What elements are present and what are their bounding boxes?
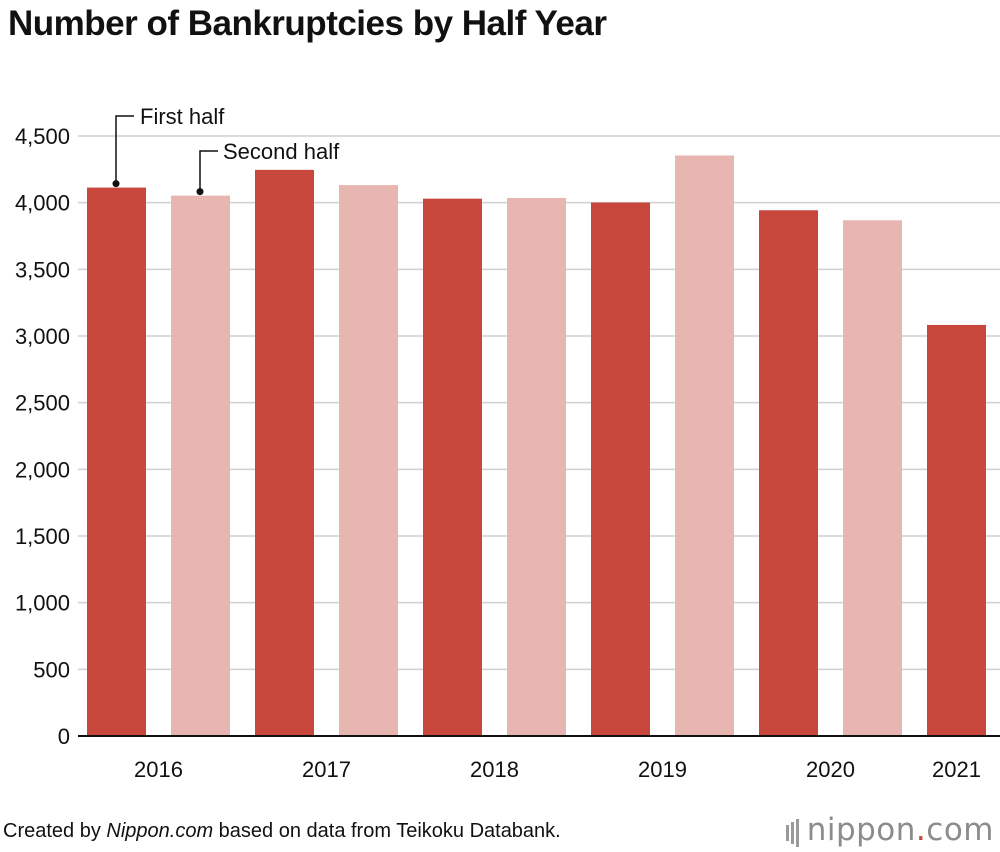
bar-first-half — [759, 210, 818, 736]
y-tick-label: 1,500 — [15, 524, 70, 549]
x-tick-label: 2016 — [134, 757, 183, 782]
x-tick-label: 2020 — [806, 757, 855, 782]
y-tick-label: 3,500 — [15, 257, 70, 282]
y-tick-label: 2,000 — [15, 457, 70, 482]
source-suffix: based on data from Teikoku Databank. — [213, 820, 561, 842]
callout-line — [115, 115, 134, 184]
y-tick-label: 4,500 — [15, 124, 70, 149]
bars — [87, 155, 986, 737]
bar-second-half — [507, 198, 566, 736]
callout-line — [199, 150, 218, 192]
x-tick-label: 2018 — [470, 757, 519, 782]
bar-chart: 0 500 1,000 1,500 2,000 2,500 3,000 3,500 4,000 4… — [15, 104, 1000, 782]
y-tick-label: 3,000 — [15, 324, 70, 349]
logo-bars-icon — [785, 814, 801, 850]
y-tick-label: 1,000 — [15, 591, 70, 616]
chart-title: Number of Bankruptcies by Half Year — [8, 4, 607, 43]
bar-first-half — [927, 324, 986, 736]
bar-second-half — [843, 220, 902, 736]
bar-second-half — [171, 195, 230, 737]
bar-first-half — [423, 198, 482, 736]
logo-name: nippon — [806, 812, 916, 848]
legend-second-half: Second half — [223, 139, 340, 164]
source-note: Created by Nippon.com based on data from… — [3, 820, 561, 843]
logo-dot: . — [915, 812, 927, 848]
legend-callouts: First half Second half — [112, 104, 340, 196]
nippon-logo: nippon.com — [785, 812, 994, 850]
x-tick-label: 2019 — [638, 757, 687, 782]
source-prefix: Created by — [3, 820, 107, 842]
legend-first-half: First half — [140, 104, 225, 129]
bar-first-half — [255, 169, 314, 736]
y-tick-label: 2,500 — [15, 391, 70, 416]
bar-second-half — [339, 185, 398, 737]
x-tick-label: 2017 — [302, 757, 351, 782]
x-tick-label: 2021 — [932, 757, 981, 782]
y-tick-labels: 0 500 1,000 1,500 2,000 2,500 3,000 3,500 4,000 4… — [15, 124, 70, 749]
logo-tld: com — [926, 812, 994, 848]
x-tick-labels: 2016 2017 2018 2019 2020 2021 — [134, 757, 981, 782]
bar-first-half — [591, 202, 650, 737]
bar-second-half — [675, 155, 734, 736]
bar-first-half — [87, 187, 146, 737]
source-publisher: Nippon.com — [106, 820, 214, 842]
y-tick-label: 500 — [33, 657, 70, 682]
y-tick-label: 0 — [58, 724, 70, 749]
y-tick-label: 4,000 — [15, 191, 70, 216]
